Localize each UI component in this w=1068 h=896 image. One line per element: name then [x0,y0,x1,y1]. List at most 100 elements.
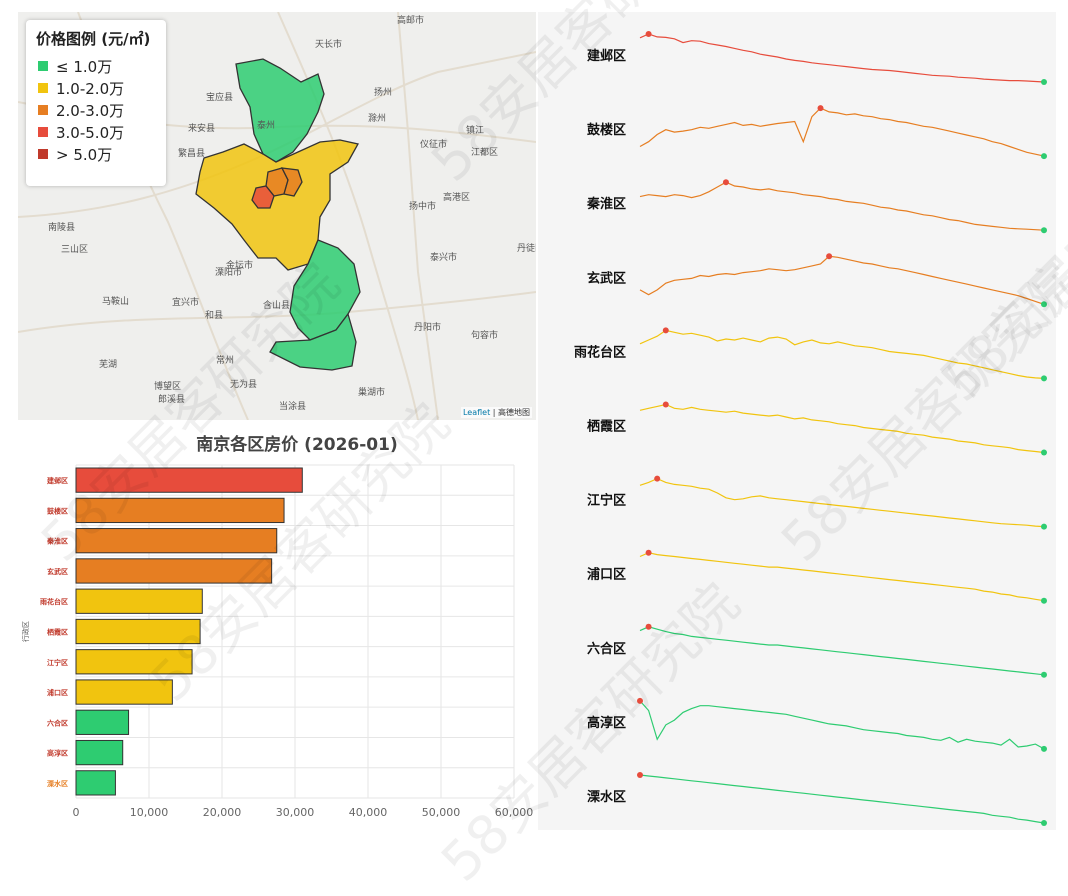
sparkline-max-point [645,31,652,37]
category-label: 玄武区 [47,567,68,576]
map-place-label: 三山区 [61,244,88,255]
sparkline-label: 溧水区 [587,789,626,805]
x-tick-label: 40,000 [349,806,388,819]
legend-swatch [38,83,48,93]
bar [75,770,116,796]
map-place-label: 马鞍山 [102,295,129,307]
legend-swatch [38,149,48,159]
bar [75,558,273,584]
sparkline-last-point [1041,449,1047,456]
map-place-label: 博望区 [154,380,181,392]
category-label: 秦淮区 [46,537,68,546]
legend-label: ≤ 1.0万 [56,57,113,76]
map-place-label: 高港区 [443,191,470,203]
bar [75,739,124,766]
category-label: 建邺区 [47,476,68,485]
map-road [18,291,536,333]
map-place-label: 扬州 [374,86,392,98]
sparkline-max-point [637,772,643,778]
leaflet-link[interactable]: Leaflet [462,408,491,417]
map-place-label: 滁州 [368,113,386,124]
sparkline-last-point [1041,745,1047,752]
map-attribution: Leaflet | 高德地图 [460,407,532,418]
y-axis-label: 行政区 [21,621,30,642]
sparkline-max-point [637,697,643,704]
sparkline-last-point [1041,227,1047,234]
map-place-label: 宜兴市 [172,296,199,308]
chart-title: 南京各区房价 (2026-01) [196,434,398,455]
bar-chart-svg: 南京各区房价 (2026-01) 行政区 0 10,000 20,000 30,000 40… [21,434,533,819]
legend-item: 3.0-5.0万 [34,121,158,143]
bar [75,528,278,554]
legend-item: 1.0-2.0万 [34,77,158,99]
map-place-label: 丹徒区 [517,242,536,254]
bar [75,618,201,645]
map-place-label: 金坛市 [226,259,253,271]
bar [75,709,130,735]
sparkline-max-point [662,327,669,334]
map-place-label: 宝应县 [206,91,233,103]
category-label: 六合区 [47,718,68,727]
map-place-label: 常州 [216,354,234,366]
map-place-label: 扬中市 [409,200,436,212]
map-place-label: 郎溪县 [158,393,185,405]
attribution-provider: 高德地图 [498,408,530,417]
sparkline-max-point [654,475,661,482]
sparkline [639,107,1045,157]
category-label: 江宁区 [47,658,68,667]
legend-swatch [38,105,48,115]
sparkline [639,181,1045,231]
sparkline-label: 高淳区 [587,715,626,731]
attribution-separator: | [490,408,498,417]
sparkline-last-point [1041,79,1047,85]
map-place-label: 繁昌县 [178,147,205,159]
sparkline-last-point [1041,523,1047,530]
sparkline [639,774,1045,824]
map-place-label: 高邮市 [397,14,424,26]
x-tick-label: 0 [73,806,80,819]
sparkline-last-point [1041,153,1047,160]
price-trend-sparklines: 建邺区 鼓楼区 秦淮区 玄武区 雨花台区 栖霞区 江宁区 浦口区 六合区 高淳区 溧水区 [538,12,1056,830]
map-place-label: 仪征市 [420,138,447,150]
sparkline-label: 鼓楼区 [587,122,626,138]
sparkline-last-point [1041,671,1047,678]
map-place-label: 无为县 [230,378,257,390]
bar [75,649,193,675]
category-label: 高淳区 [47,749,68,758]
category-label: 雨花台区 [40,597,68,606]
x-tick-label: 50,000 [422,806,461,819]
sparkline-last-point [1041,597,1047,604]
sparkline [639,477,1045,528]
sparkline-max-point [817,105,824,112]
sparkline-label: 六合区 [587,641,626,657]
sparkline-max-point [826,253,833,260]
sparkline [639,403,1045,454]
legend-item: 2.0-3.0万 [34,99,158,121]
map-place-label: 溧阳市 [215,266,242,278]
x-tick-label: 20,000 [203,806,242,819]
legend-title: 价格图例 (元/㎡) [36,30,151,48]
map-place-label: 含山县 [263,299,290,311]
legend-item: > 5.0万 [34,143,158,165]
sparkline [639,33,1045,83]
legend-label: 3.0-5.0万 [56,123,125,142]
map-place-label: 天长市 [315,38,342,50]
sparkline [639,626,1045,676]
map-place-label: 和县 [205,310,223,321]
sparkline-label: 栖霞区 [587,419,626,435]
district-jianye [251,185,275,209]
sparkline-label: 雨花台区 [574,344,626,360]
sparkline-label: 秦淮区 [586,196,626,212]
map-place-label: 江都区 [471,147,498,158]
map-road [397,12,439,420]
map-place-label: 泰州 [257,119,275,131]
x-tick-label: 10,000 [130,806,169,819]
map-place-label: 镇江 [466,124,484,136]
sparkline-label: 玄武区 [587,270,626,286]
sparkline-max-point [645,549,652,556]
category-label: 栖霞区 [47,628,68,637]
sparkline-label: 浦口区 [587,567,626,583]
category-label: 鼓楼区 [47,506,68,515]
